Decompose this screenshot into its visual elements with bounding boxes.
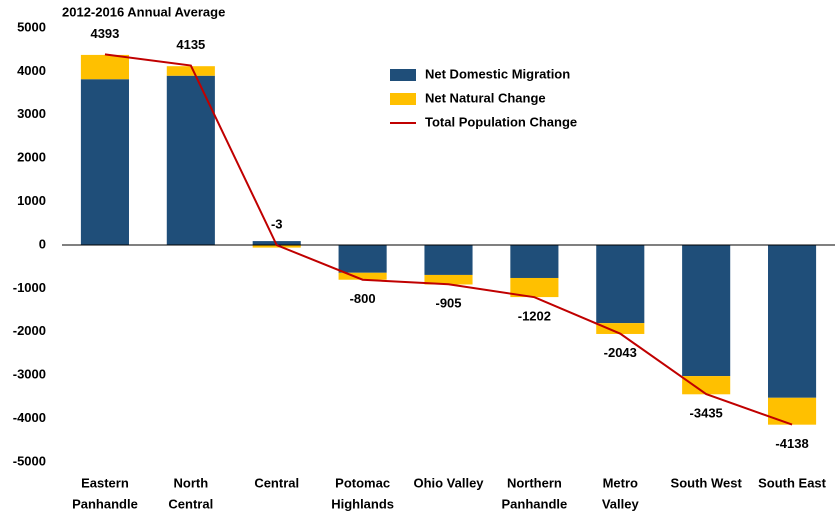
legend-label: Net Natural Change <box>425 90 546 105</box>
bar <box>768 397 817 425</box>
bar <box>166 75 215 246</box>
x-tick-label: Eastern <box>81 475 129 490</box>
bar <box>424 245 473 275</box>
x-tick-label: Ohio Valley <box>413 475 484 490</box>
bar <box>510 277 559 298</box>
x-tick-label: North <box>173 475 208 490</box>
data-label: -2043 <box>604 345 637 360</box>
data-label: 4393 <box>90 26 119 41</box>
x-tick-label: Central <box>254 475 299 490</box>
data-label: 4135 <box>176 37 205 52</box>
data-label: -3 <box>271 217 283 232</box>
bar <box>424 274 473 285</box>
bar <box>682 245 731 377</box>
legend-label: Net Domestic Migration <box>425 66 570 81</box>
y-tick-label: -5000 <box>13 453 46 468</box>
bar <box>338 272 387 280</box>
y-tick-label: 3000 <box>17 106 46 121</box>
x-tick-label: Central <box>168 496 213 511</box>
y-tick-label: -2000 <box>13 323 46 338</box>
x-tick-label: Panhandle <box>502 496 568 511</box>
x-tick-label: Northern <box>507 475 562 490</box>
legend-swatch <box>390 69 416 81</box>
y-tick-label: 5000 <box>17 19 46 34</box>
y-tick-label: -1000 <box>13 280 46 295</box>
bar <box>80 79 129 245</box>
y-tick-label: -3000 <box>13 367 46 382</box>
data-label: -4138 <box>775 436 808 451</box>
bar <box>768 245 817 398</box>
x-tick-label: Valley <box>602 496 640 511</box>
x-tick-label: South West <box>671 475 743 490</box>
x-tick-label: Potomac <box>335 475 390 490</box>
legend-label: Total Population Change <box>425 114 577 129</box>
y-tick-label: 4000 <box>17 63 46 78</box>
bar <box>252 245 301 248</box>
line <box>104 53 793 426</box>
y-tick-label: 0 <box>39 236 46 251</box>
bar <box>166 66 215 76</box>
data-label: -905 <box>435 296 461 311</box>
y-tick-label: 1000 <box>17 193 46 208</box>
bar <box>596 245 645 324</box>
x-tick-label: South East <box>758 475 827 490</box>
bar <box>338 245 387 273</box>
y-tick-label: -4000 <box>13 410 46 425</box>
data-label: -1202 <box>518 309 551 324</box>
bar <box>596 323 645 334</box>
bar <box>80 54 129 80</box>
data-label: -3435 <box>690 406 723 421</box>
x-tick-label: Metro <box>603 475 638 490</box>
x-tick-label: Panhandle <box>72 496 138 511</box>
data-label: -800 <box>350 291 376 306</box>
legend-swatch <box>390 93 416 105</box>
y-tick-label: 2000 <box>17 150 46 165</box>
bar <box>682 376 731 395</box>
bar <box>510 245 559 278</box>
x-tick-label: Highlands <box>331 496 394 511</box>
chart-title: 2012-2016 Annual Average <box>62 4 225 19</box>
